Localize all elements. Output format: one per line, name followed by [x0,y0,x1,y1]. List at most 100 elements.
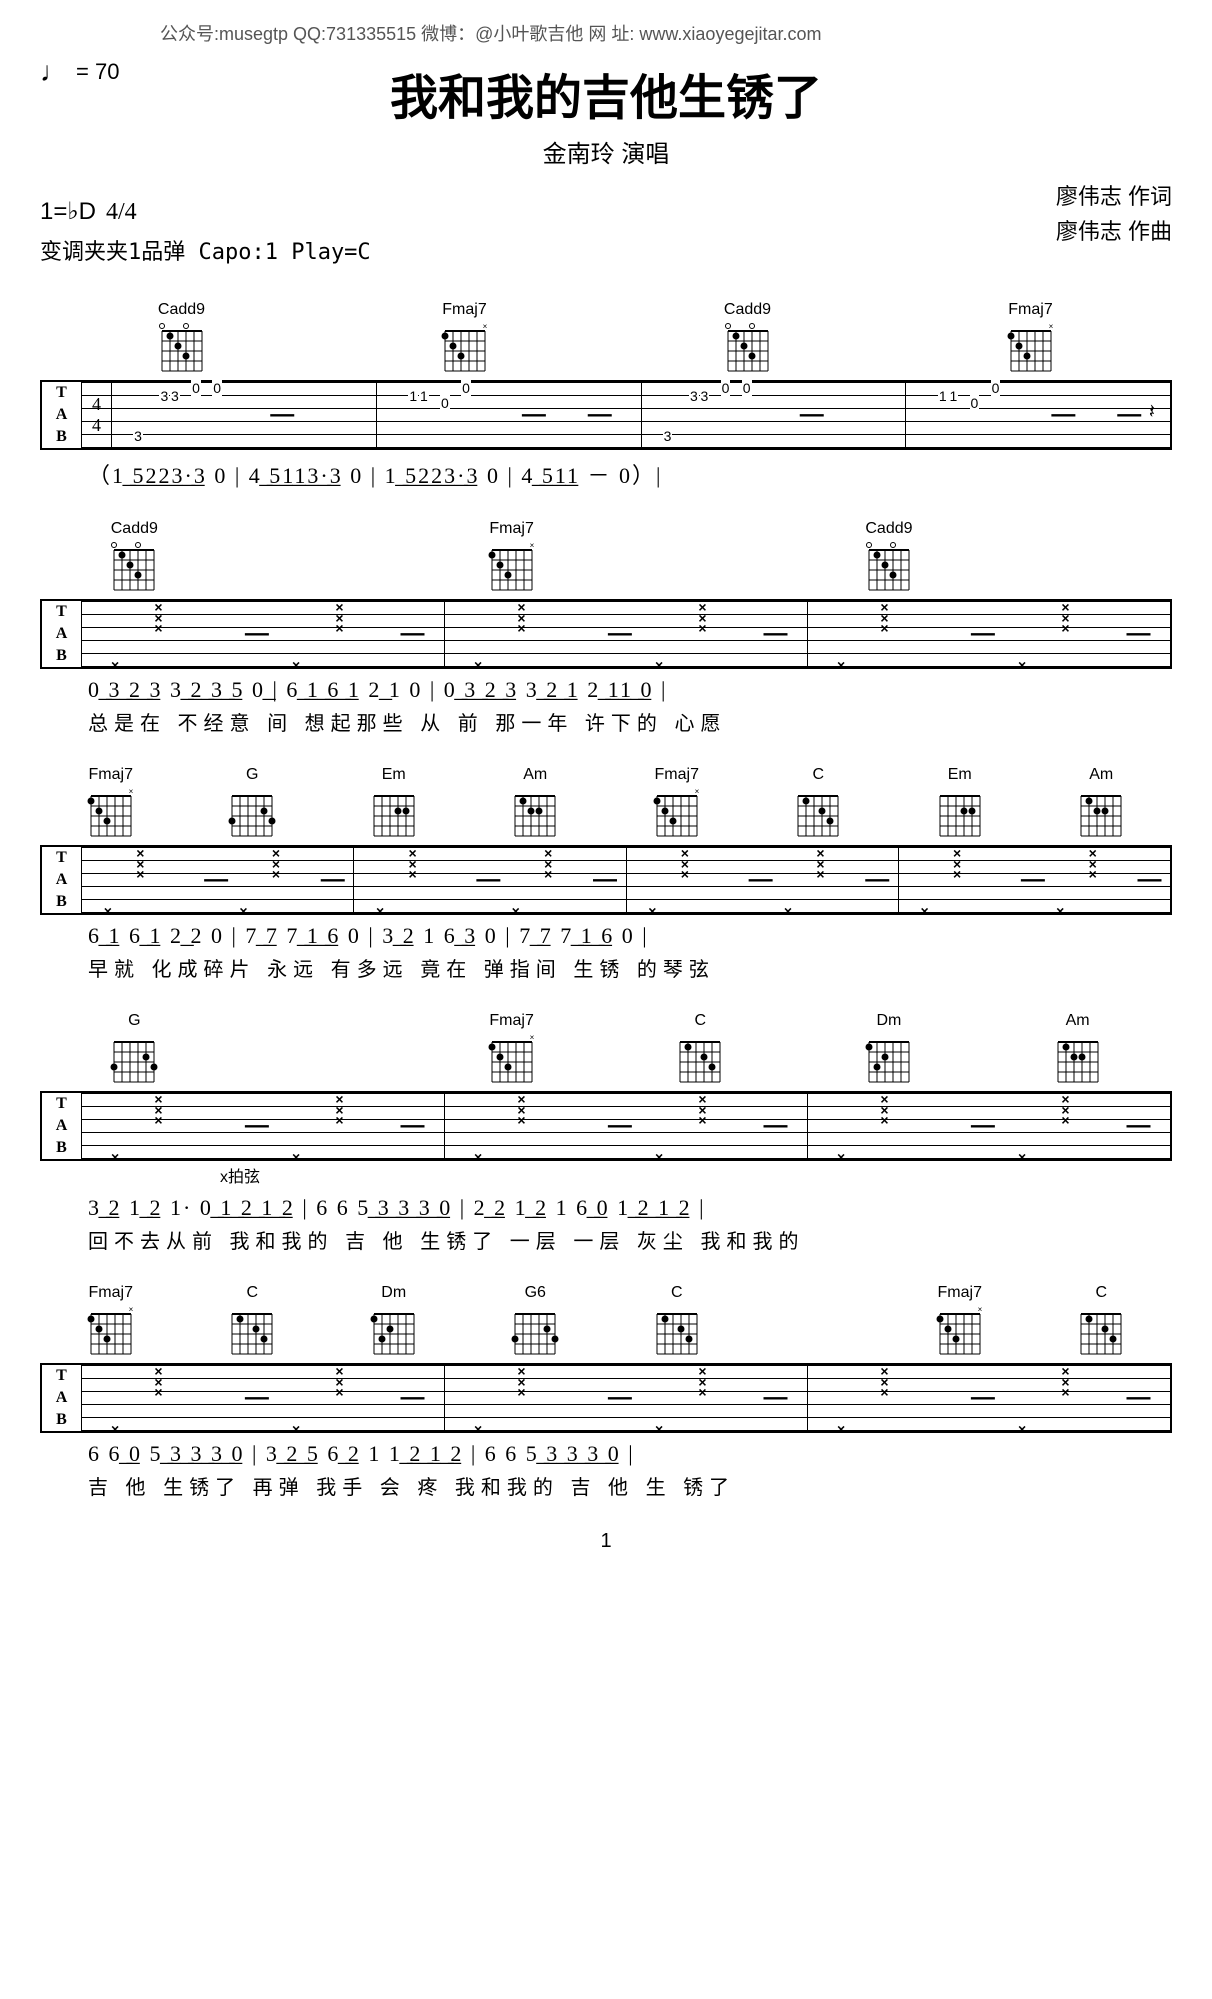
measure: ××××—××××— [445,601,808,667]
lyric-row: 回不去从前 我和我的 吉 他 生锈了 一层 一层 灰尘 我和我的 [40,1225,1172,1254]
tab-staff: TAB××××—××××—××××—××××—××××—××××— [40,1091,1172,1161]
svg-text:×: × [977,1305,982,1314]
chord-diagram: Fmaj7 × [86,1284,136,1359]
chord-diagram: Fmaj7 × [440,301,490,376]
chord-row: Cadd9 Fmaj7 × Cadd9 [40,520,1172,595]
tab-staff: TAB××××—××××—××××—××××—××××—××××—××××—××… [40,845,1172,915]
chord-diagram: Fmaj7 × [652,766,702,841]
svg-text:×: × [529,541,534,550]
chord-label: G [227,766,277,784]
chord-label: Fmaj7 [487,520,537,538]
chord-diagram: G [109,1012,159,1087]
jianpu-row: 3͟ ͟2 1͟ ͟2 1· 0͟ ͟1͟ ͟2͟ ͟1͟ ͟2 | 6 6 5… [40,1195,1172,1221]
chord-label: Cadd9 [723,301,773,319]
lyric-row: 吉 他 生锈了 再弹 我手 会 疼 我和我的 吉 他 生 锈了 [40,1471,1172,1500]
system: Cadd9 Fmaj7 × Cadd9 Fmaj7 × TAB4433300—1… [40,301,1172,490]
chord-label: Fmaj7 [86,766,136,784]
chord-diagram: C [675,1012,725,1087]
chord-row: Cadd9 Fmaj7 × Cadd9 Fmaj7 × [40,301,1172,376]
chord-label: Fmaj7 [86,1284,136,1302]
tab-clef: TAB [42,847,82,913]
chord-diagram: C [652,1284,702,1359]
svg-text:×: × [1048,322,1053,331]
chord-row: G Fmaj7 × C Dm Am [40,1012,1172,1087]
lyric-row: 总是在 不经意 间 想起那些 从 前 那一年 许下的 心愿 [40,707,1172,736]
measure: 1100—— [377,382,642,448]
chord-label: Am [510,766,560,784]
chord-label: Dm [864,1012,914,1030]
system: Fmaj7 × C Dm G6 C Fmaj7 × C TAB ××××—××××… [40,1284,1172,1500]
chord-diagram: C [793,766,843,841]
chord-diagram: Cadd9 [864,520,914,595]
measure: ××××—××××— [82,601,445,667]
chord-diagram: Cadd9 [157,301,207,376]
lyrics: 早就 化成碎片 永远 有多远 竟在 弹指间 生锈 的琴弦 [80,953,1172,982]
measure: 33300— [112,382,377,448]
measure: ××××—××××— [445,1365,808,1431]
measure: ××××—××××— [82,847,354,913]
tab-clef: TAB [42,1365,82,1431]
chord-label: Cadd9 [109,520,159,538]
chord-label: Fmaj7 [1006,301,1056,319]
chord-label: Cadd9 [157,301,207,319]
tab-clef: TAB [42,382,82,448]
chord-diagram: C [227,1284,277,1359]
tab-clef: TAB [42,1093,82,1159]
measure: 33300— [642,382,907,448]
chord-diagram: Cadd9 [723,301,773,376]
lyrics: 回不去从前 我和我的 吉 他 生锈了 一层 一层 灰尘 我和我的 [80,1225,1172,1254]
chord-diagram: C [1076,1284,1126,1359]
tab-clef: TAB [42,601,82,667]
jianpu-row: （1͟ ͟5͟2͟2͟3͟·͟3 0 | 4͟ ͟5͟1͟1͟3͟·͟3 0 |… [40,458,1172,490]
jianpu-notes: 3͟ ͟2 1͟ ͟2 1· 0͟ ͟1͟ ͟2͟ ͟1͟ ͟2 | 6 6 5… [80,1195,1172,1221]
chord-diagram: G [227,766,277,841]
svg-text:×: × [128,1305,133,1314]
chord-diagram: Am [1053,1012,1103,1087]
chord-label: C [652,1284,702,1302]
tab-staff: TAB××××—××××—××××—××××—××××—××××— [40,1363,1172,1433]
chord-diagram: G6 [510,1284,560,1359]
lyrics: 总是在 不经意 间 想起那些 从 前 那一年 许下的 心愿 [80,707,1172,736]
jianpu-row: 6 6͟ ͟0 5͟ ͟3͟ ͟3͟ ͟3͟ ͟0 | 3͟ ͟2͟ ͟5 6͟… [40,1441,1172,1467]
chord-diagram: Am [510,766,560,841]
measure: ××××—××××— [445,1093,808,1159]
measure: ××××—××××— [627,847,899,913]
chord-diagram: Em [935,766,985,841]
chord-label: Fmaj7 [487,1012,537,1030]
chord-label: Em [935,766,985,784]
chord-label: G6 [510,1284,560,1302]
lyric-row: 早就 化成碎片 永远 有多远 竟在 弹指间 生锈 的琴弦 [40,953,1172,982]
chord-diagram: Fmaj7 × [487,1012,537,1087]
lyrics: 吉 他 生锈了 再弹 我手 会 疼 我和我的 吉 他 生 锈了 [80,1471,1172,1500]
page-number: 1 [40,1530,1172,1553]
chord-diagram: Em [369,766,419,841]
system: G Fmaj7 × C Dm Am TAB××××—××××—××××—××××… [40,1012,1172,1254]
chord-diagram: Fmaj7 × [487,520,537,595]
chord-label: C [675,1012,725,1030]
lyricist: 廖伟志 作词 [1056,179,1172,214]
chord-label: Fmaj7 [652,766,702,784]
chord-label: Am [1053,1012,1103,1030]
chord-label: Cadd9 [864,520,914,538]
chord-diagram: Fmaj7 × [86,766,136,841]
tempo-value: = 70 [76,59,119,85]
jianpu-notes: 6 6͟ ͟0 5͟ ͟3͟ ͟3͟ ͟3͟ ͟0 | 3͟ ͟2͟ ͟5 6͟… [80,1441,1172,1467]
chord-diagram: Cadd9 [109,520,159,595]
system: Fmaj7 × G Em Am Fmaj7 × C Em Am [40,766,1172,982]
measure: ××××—××××— [808,1365,1171,1431]
chord-diagram: Fmaj7 × [935,1284,985,1359]
system: Cadd9 Fmaj7 × Cadd9 TAB××××—××××—××××—××… [40,520,1172,736]
measure: ××××—××××— [808,601,1171,667]
composer: 廖伟志 作曲 [1056,214,1172,249]
chord-diagram: Am [1076,766,1126,841]
chord-label: Fmaj7 [935,1284,985,1302]
time-signature: 4/4 [106,193,137,231]
chord-label: G [109,1012,159,1030]
header-credits: 公众号:musegtp QQ:731335515 微博：@小叶歌吉他 网 址: … [160,20,1172,46]
svg-text:×: × [694,787,699,796]
chord-diagram: Dm [369,1284,419,1359]
jianpu-notes: 0͟ ͟3͟ ͟2͟ ͟3 3͟ ͟2͟ ͟3͟ ͟5 0͟ | 6͟ ͟1͟ … [80,677,1172,703]
jianpu-notes: （1͟ ͟5͟2͟2͟3͟·͟3 0 | 4͟ ͟5͟1͟1͟3͟·͟3 0 |… [80,458,1172,490]
chord-row: Fmaj7 × G Em Am Fmaj7 × C Em Am [40,766,1172,841]
jianpu-row: 0͟ ͟3͟ ͟2͟ ͟3 3͟ ͟2͟ ͟3͟ ͟5 0͟ | 6͟ ͟1͟ … [40,677,1172,703]
